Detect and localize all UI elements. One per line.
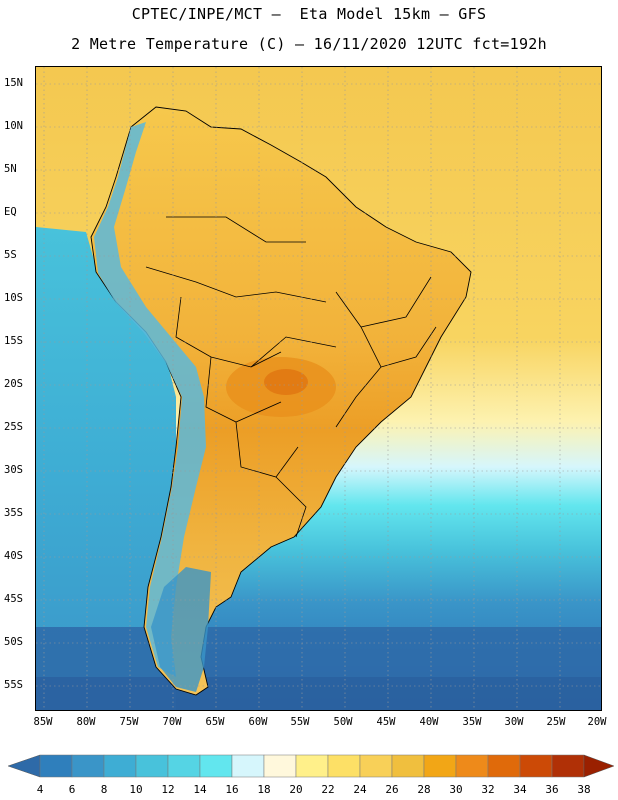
lon-label: 45W (376, 716, 396, 728)
lon-label: 40W (419, 716, 439, 728)
colorbar-swatch (39, 754, 73, 778)
lon-label: 30W (504, 716, 524, 728)
lon-label: 35W (462, 716, 482, 728)
title-line-2: 2 Metre Temperature (C) – 16/11/2020 12U… (71, 35, 547, 53)
lat-label: 15S (4, 335, 23, 347)
andes-cold (94, 122, 206, 677)
colorbar-label: 4 (36, 783, 44, 796)
lat-label: 45S (4, 593, 23, 605)
colorbar-swatch (455, 754, 489, 778)
colorbar-swatch (263, 754, 297, 778)
lon-label: 80W (76, 716, 96, 728)
ocean-pacific (36, 227, 176, 710)
lon-label: 55W (290, 716, 310, 728)
map-frame (35, 66, 602, 711)
grid-lines (36, 67, 601, 710)
lon-label: 70W (162, 716, 182, 728)
colorbar-label: 34 (513, 783, 527, 796)
patagonia-cold (151, 567, 211, 692)
lat-label: 10S (4, 292, 23, 304)
colorbar-label: 18 (257, 783, 271, 796)
colorbar-label: 36 (545, 783, 559, 796)
lon-label: 65W (205, 716, 225, 728)
temperature-map (36, 67, 601, 710)
colorbar-label: 24 (353, 783, 367, 796)
colorbar-swatch (295, 754, 329, 778)
colorbar-arrow-low (7, 754, 41, 778)
lat-label: 5S (4, 249, 17, 261)
colorbar-label: 32 (481, 783, 495, 796)
colorbar-swatch (423, 754, 457, 778)
colorbar-swatch (199, 754, 233, 778)
colorbar-swatch (391, 754, 425, 778)
colorbar-swatch (71, 754, 105, 778)
colorbar-label: 26 (385, 783, 399, 796)
lat-label: 50S (4, 636, 23, 648)
colorbar-swatch (359, 754, 393, 778)
lat-label: 40S (4, 550, 23, 562)
lon-label: 60W (248, 716, 268, 728)
colorbar-label: 20 (289, 783, 303, 796)
colorbar-label: 6 (68, 783, 76, 796)
colorbar-swatch (167, 754, 201, 778)
lat-label: 25S (4, 421, 23, 433)
colorbar-label: 22 (321, 783, 335, 796)
lat-label: 10N (4, 120, 23, 132)
lon-label: 25W (546, 716, 566, 728)
colorbar-label: 38 (577, 783, 591, 796)
colorbar-swatch (551, 754, 585, 778)
colorbar-swatch (103, 754, 137, 778)
lon-label: 75W (119, 716, 139, 728)
lat-label: 55S (4, 679, 23, 691)
lat-label: 30S (4, 464, 23, 476)
colorbar-swatch (135, 754, 169, 778)
colorbar-swatch (487, 754, 521, 778)
hot-core-inner (264, 369, 308, 395)
colorbar-swatch (231, 754, 265, 778)
colorbar-swatch (327, 754, 361, 778)
colorbar-label: 28 (417, 783, 431, 796)
colorbar-label: 8 (100, 783, 108, 796)
colorbar-label: 12 (161, 783, 175, 796)
colorbar (7, 754, 615, 778)
colorbar-swatch (519, 754, 553, 778)
colorbar-label: 10 (129, 783, 143, 796)
lat-label: 15N (4, 77, 23, 89)
lon-label: 20W (587, 716, 607, 728)
colorbar-label: 16 (225, 783, 239, 796)
lat-label: 35S (4, 507, 23, 519)
borders (145, 216, 437, 538)
lon-label: 50W (333, 716, 353, 728)
lat-label: 5N (4, 163, 17, 175)
lat-label: 20S (4, 378, 23, 390)
title-line-1: CPTEC/INPE/MCT – Eta Model 15km – GFS (131, 5, 487, 23)
colorbar-label: 14 (193, 783, 207, 796)
lon-label: 85W (33, 716, 53, 728)
colorbar-label: 30 (449, 783, 463, 796)
lat-label: EQ (4, 206, 17, 218)
colorbar-arrow-high (583, 754, 615, 778)
